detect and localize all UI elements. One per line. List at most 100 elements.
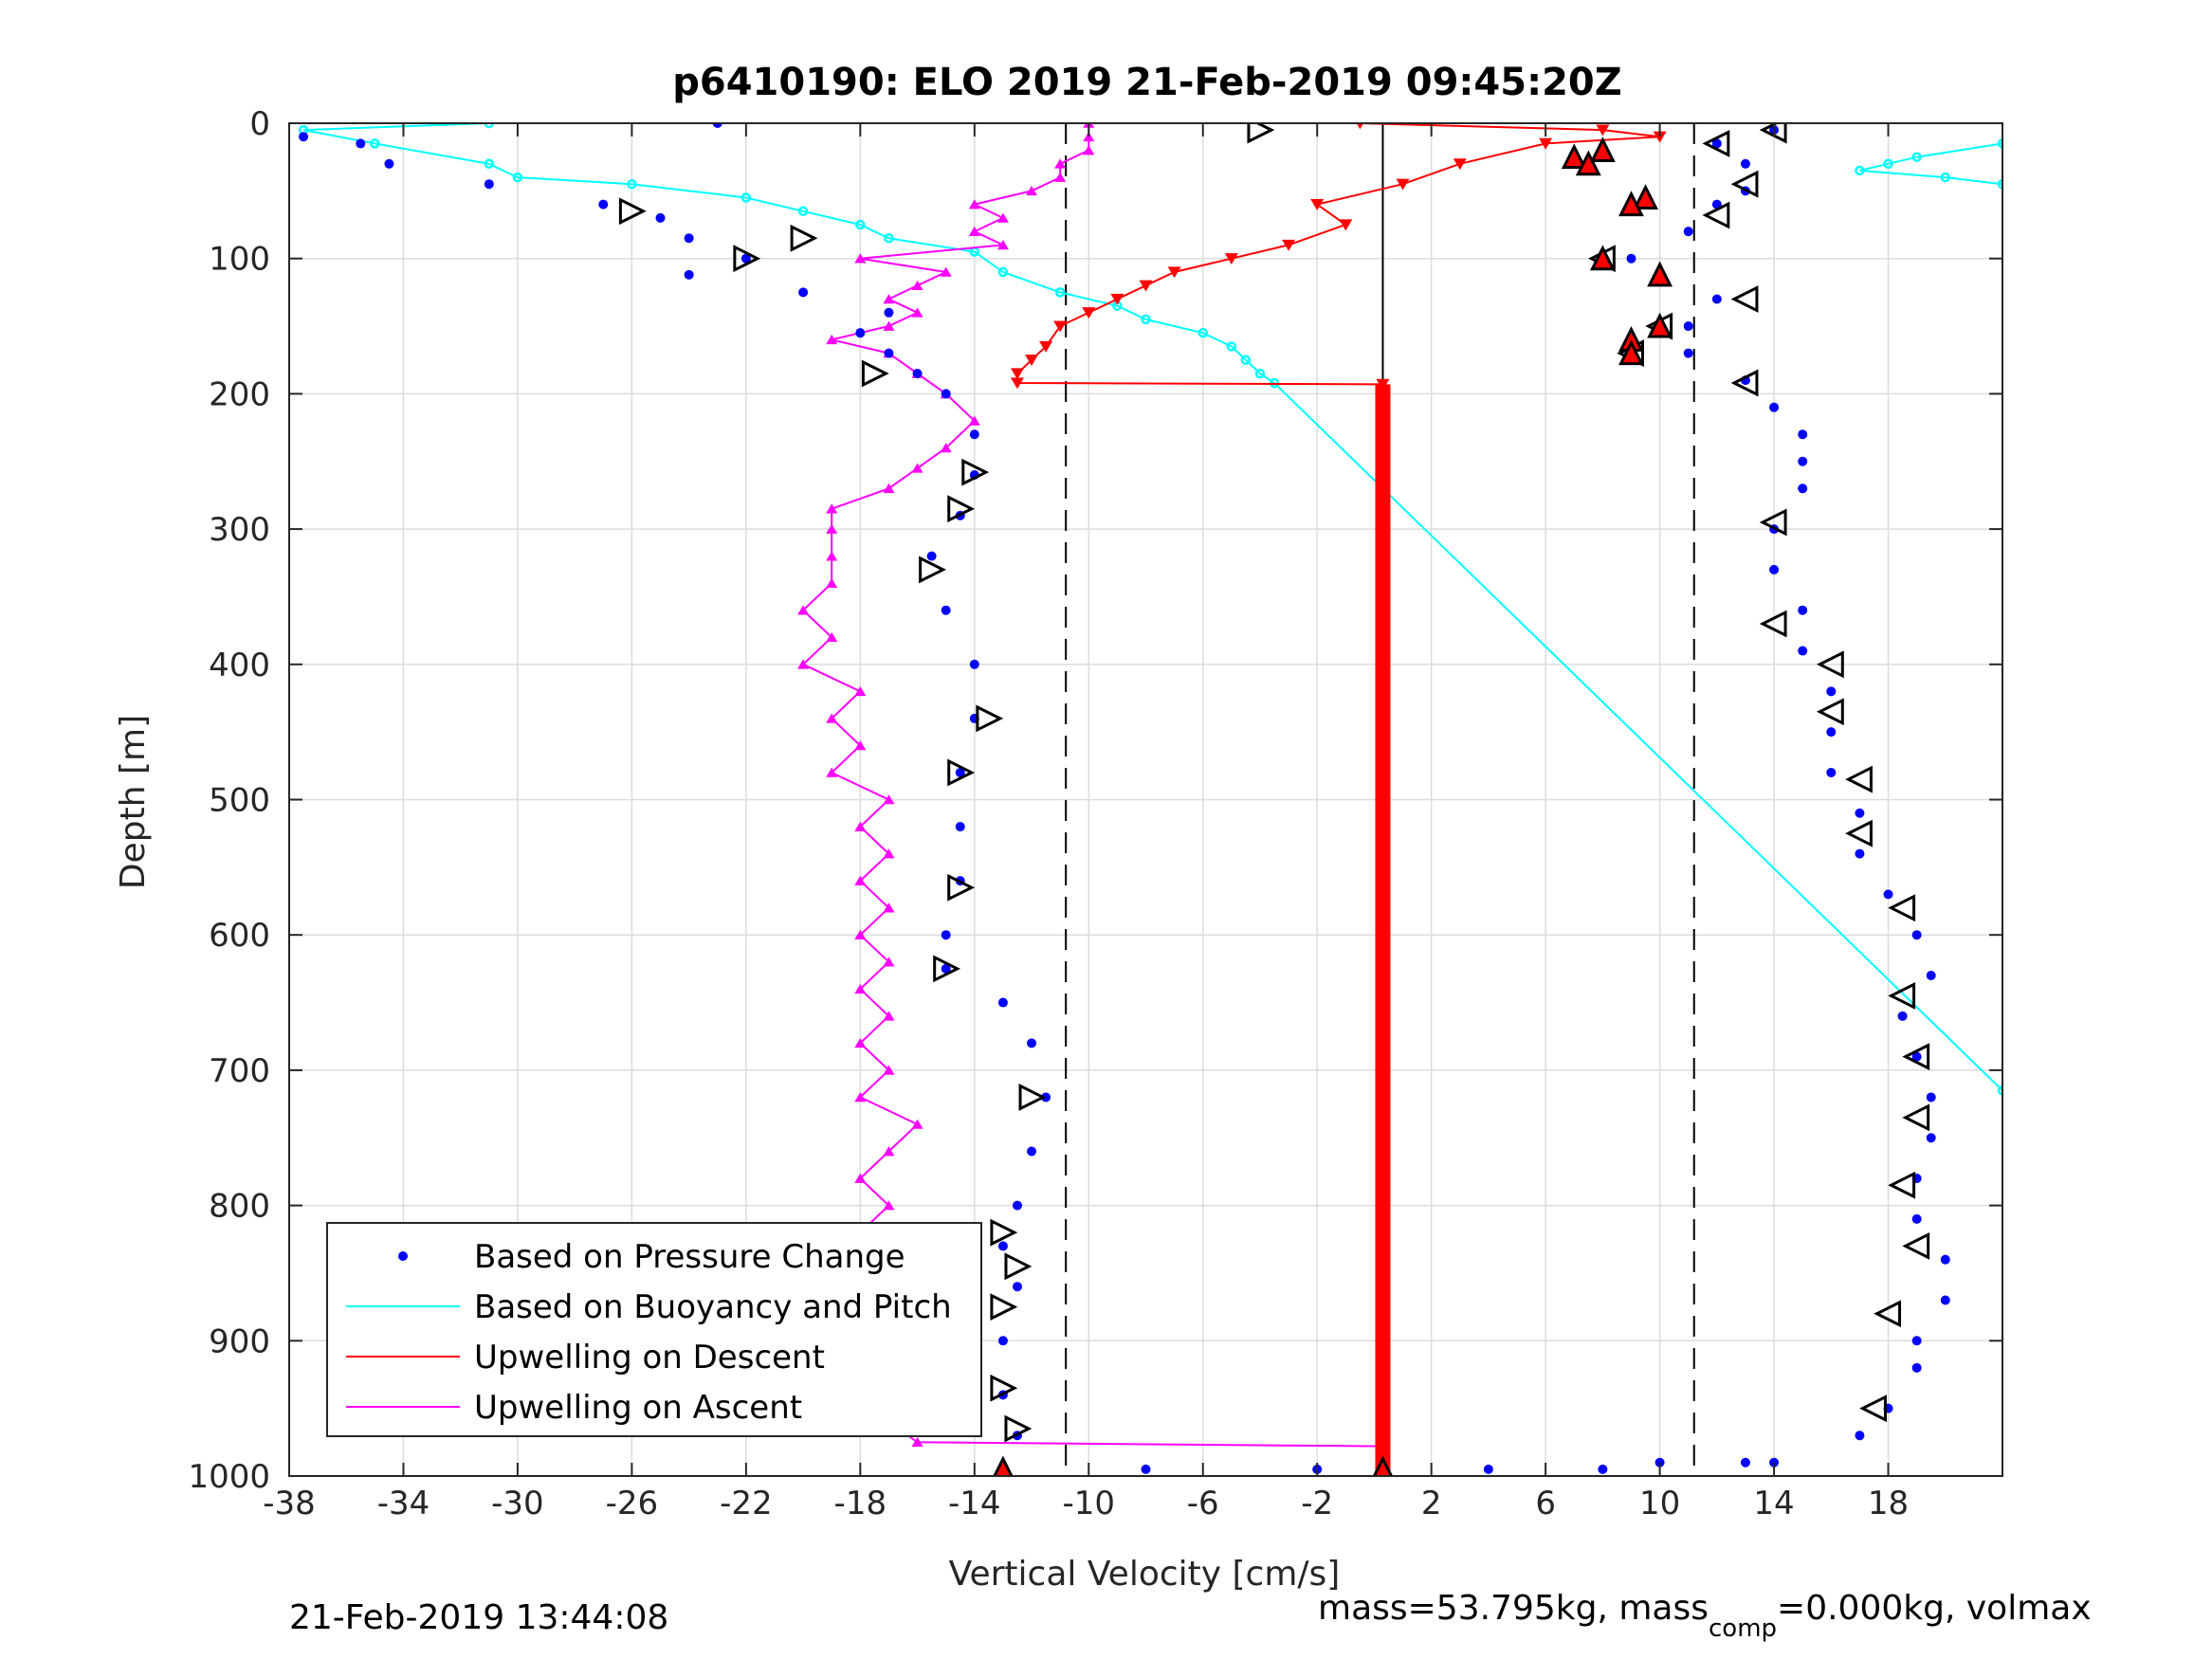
ascent-upwelling-point	[797, 605, 810, 615]
pressure-descent-point	[884, 307, 894, 318]
buoyancy-surface-point	[1940, 172, 1951, 183]
descent-upwelling-point	[1453, 158, 1467, 171]
x-tick-label: -26	[606, 1485, 659, 1522]
ascent-upwelling-point	[883, 1146, 895, 1157]
footer-mass-rest: =0.000kg, volmax	[1777, 1589, 2092, 1628]
red-triangle-marker	[1589, 245, 1616, 271]
pressure-descent-point	[798, 287, 809, 298]
buoyancy-surface-point	[1883, 158, 1893, 170]
ascent-upwelling-point	[1054, 158, 1067, 169]
open-triangle-marker	[1816, 650, 1844, 679]
buoyancy-point	[1226, 341, 1237, 352]
descent-upwelling-point	[1339, 219, 1353, 231]
pressure-ascent-point	[1826, 727, 1837, 738]
pressure-ascent-point	[1683, 321, 1693, 332]
red-triangle-marker	[1618, 339, 1644, 366]
ascent-upwelling-point	[883, 902, 895, 913]
x-tick-label: -34	[377, 1485, 430, 1522]
buoyancy-surface-point	[1997, 138, 2002, 149]
pressure-descent-point	[997, 997, 1008, 1008]
ascent-upwelling-point	[826, 631, 838, 643]
descent-upwelling-point	[1539, 137, 1553, 150]
buoyancy-surface-line	[1859, 142, 2002, 186]
ascent-upwelling-point	[883, 1011, 895, 1021]
pressure-descent-point	[884, 348, 894, 358]
pressure-descent-point	[912, 368, 923, 378]
open-triangle-marker	[919, 556, 946, 584]
ascent-upwelling-point	[996, 212, 1009, 223]
ascent-upwelling-point	[1083, 145, 1095, 155]
buoyancy-point	[1054, 287, 1066, 298]
ascent-upwelling-point	[826, 523, 838, 534]
ascent-upwelling-point	[854, 875, 867, 885]
ascent-upwelling-point	[940, 266, 952, 277]
pressure-descent-point	[855, 328, 866, 338]
buoyancy-point	[1197, 327, 1208, 338]
pressure-ascent-point	[1798, 456, 1808, 466]
buoyancy-point	[484, 123, 495, 129]
pressure-ascent-point	[1683, 227, 1693, 237]
pressure-ascent-point	[1911, 1362, 1922, 1373]
y-tick-label: 900	[209, 1322, 270, 1360]
open-triangle-marker	[947, 873, 976, 902]
ascent-upwelling-point	[826, 767, 838, 777]
x-tick-label: -30	[491, 1485, 544, 1522]
buoyancy-surface-point	[1911, 152, 1922, 162]
x-tick-label: -38	[263, 1485, 316, 1522]
pressure-descent-point	[969, 659, 979, 669]
pressure-ascent-point	[1940, 1254, 1950, 1265]
descent-upwelling-point	[1010, 377, 1024, 390]
buoyancy-point	[370, 138, 380, 149]
x-tick-label: 6	[1535, 1485, 1556, 1522]
pressure-ascent-point	[1711, 138, 1722, 149]
open-triangle-marker	[961, 458, 990, 486]
footer-mass: mass=53.795kg, masscomp=0.000kg, volmax	[1318, 1589, 2092, 1643]
x-tick-label: 10	[1639, 1485, 1680, 1522]
pressure-bottom-point	[1483, 1464, 1493, 1474]
ascent-upwelling-point	[883, 848, 895, 859]
y-tick-label: 700	[209, 1052, 270, 1090]
open-triangle-marker	[861, 359, 889, 388]
open-triangle-marker	[990, 1218, 1018, 1247]
buoyancy-point	[512, 172, 523, 183]
x-axis-label: Vertical Velocity [cm/s]	[949, 1555, 1341, 1594]
ascent-upwelling-point	[968, 415, 980, 426]
buoyancy-point	[884, 233, 894, 244]
open-triangle-marker	[990, 1293, 1018, 1322]
legend-entry-label: Based on Buoyancy and Pitch	[474, 1288, 952, 1326]
pressure-descent-point	[941, 389, 951, 399]
buoyancy-point	[1254, 368, 1266, 379]
legend: Based on Pressure Change Based on Buoyanc…	[326, 1222, 982, 1437]
plot-area	[298, 123, 2002, 1476]
buoyancy-point	[1240, 355, 1252, 365]
y-tick-label: 0	[249, 105, 270, 143]
pressure-descent-point	[969, 429, 979, 440]
open-triangle-marker	[1902, 1231, 1930, 1260]
descent-upwelling-point	[1653, 131, 1667, 143]
pressure-ascent-point	[1769, 564, 1780, 574]
red-triangle-marker	[1372, 1455, 1394, 1476]
y-tick-label: 800	[209, 1188, 270, 1226]
pressure-descent-point	[299, 132, 309, 142]
y-tick-label: 200	[209, 375, 270, 413]
open-triangle-marker	[947, 758, 976, 787]
buoyancy-surface-point	[1855, 165, 1865, 176]
open-triangle-marker	[1845, 765, 1873, 793]
x-tick-label: 2	[1421, 1485, 1442, 1522]
descent-upwelling-point	[1167, 266, 1181, 279]
open-triangle-marker	[1888, 894, 1916, 922]
open-triangle-marker	[1730, 285, 1759, 313]
pressure-descent-point	[997, 1336, 1008, 1346]
open-triangle-marker	[1702, 201, 1730, 229]
pressure-descent-point	[1027, 1038, 1037, 1048]
pressure-descent-point	[926, 551, 937, 561]
open-triangle-marker	[990, 1374, 1018, 1402]
x-tick-label: -22	[720, 1485, 773, 1522]
buoyancy-point	[797, 206, 809, 217]
open-triangle-marker	[733, 245, 761, 273]
ascent-upwelling-point	[1026, 185, 1038, 196]
pressure-ascent-point	[1926, 1092, 1936, 1103]
ascent-upwelling-point	[826, 551, 838, 561]
ascent-upwelling-point	[854, 1092, 867, 1103]
ascent-upwelling-point	[883, 794, 895, 805]
